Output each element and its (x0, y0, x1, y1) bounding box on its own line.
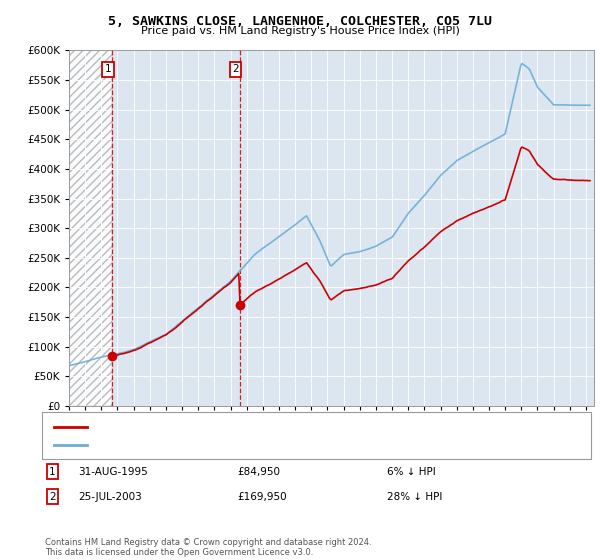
Text: 2: 2 (232, 64, 239, 74)
Text: 2: 2 (49, 492, 56, 502)
Text: 1: 1 (49, 466, 56, 477)
Text: £84,950: £84,950 (237, 466, 280, 477)
Text: Contains HM Land Registry data © Crown copyright and database right 2024.
This d: Contains HM Land Registry data © Crown c… (45, 538, 371, 557)
Text: Price paid vs. HM Land Registry's House Price Index (HPI): Price paid vs. HM Land Registry's House … (140, 26, 460, 36)
Text: 5, SAWKINS CLOSE, LANGENHOE, COLCHESTER, CO5 7LU (detached house): 5, SAWKINS CLOSE, LANGENHOE, COLCHESTER,… (92, 422, 461, 432)
Text: 28% ↓ HPI: 28% ↓ HPI (387, 492, 442, 502)
Text: 31-AUG-1995: 31-AUG-1995 (78, 466, 148, 477)
Text: 25-JUL-2003: 25-JUL-2003 (78, 492, 142, 502)
Text: HPI: Average price, detached house, Colchester: HPI: Average price, detached house, Colc… (92, 440, 325, 450)
Text: 6% ↓ HPI: 6% ↓ HPI (387, 466, 436, 477)
Text: £169,950: £169,950 (237, 492, 287, 502)
Text: 5, SAWKINS CLOSE, LANGENHOE, COLCHESTER, CO5 7LU: 5, SAWKINS CLOSE, LANGENHOE, COLCHESTER,… (108, 15, 492, 28)
Text: 1: 1 (105, 64, 112, 74)
